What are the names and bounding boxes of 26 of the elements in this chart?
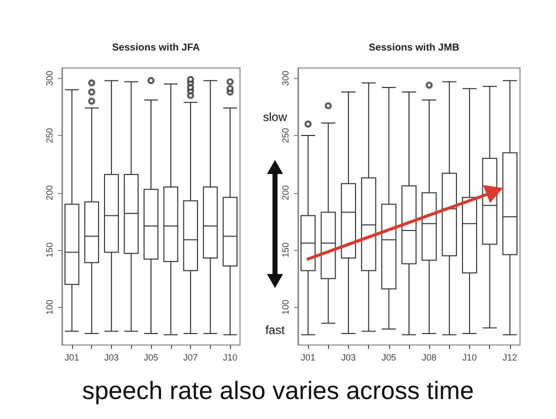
chart-title: Sessions with JMB	[368, 42, 460, 54]
y-tick-label: 300	[280, 70, 290, 86]
y-tick-label: 100	[44, 300, 54, 315]
x-tick-label: J01	[300, 352, 316, 362]
x-tick-label: J12	[502, 352, 518, 362]
x-tick-label: J05	[144, 352, 158, 362]
x-tick-label: J05	[382, 352, 396, 362]
x-tick-label: J03	[104, 352, 119, 362]
y-tick-label: 200	[44, 185, 54, 200]
x-tick-label: J07	[183, 352, 198, 362]
y-tick-label: 250	[44, 128, 54, 144]
y-tick-label: 200	[280, 185, 290, 200]
text: fast	[264, 323, 286, 337]
y-tick-label: 150	[280, 242, 290, 258]
x-tick-label: J01	[64, 352, 80, 362]
y-tick-label: 150	[44, 242, 54, 258]
text: speech rate also varies across time	[81, 377, 475, 406]
x-tick-label: J10	[462, 352, 477, 362]
chart-title: Sessions with JFA	[112, 42, 200, 54]
y-tick-label: 250	[280, 128, 290, 144]
text: slow	[262, 110, 288, 124]
x-tick-label: J08	[422, 352, 436, 362]
x-tick-label: J10	[222, 352, 238, 362]
x-tick-label: J03	[341, 352, 356, 362]
y-tick-label: 300	[44, 70, 54, 86]
y-tick-label: 100	[280, 300, 290, 315]
